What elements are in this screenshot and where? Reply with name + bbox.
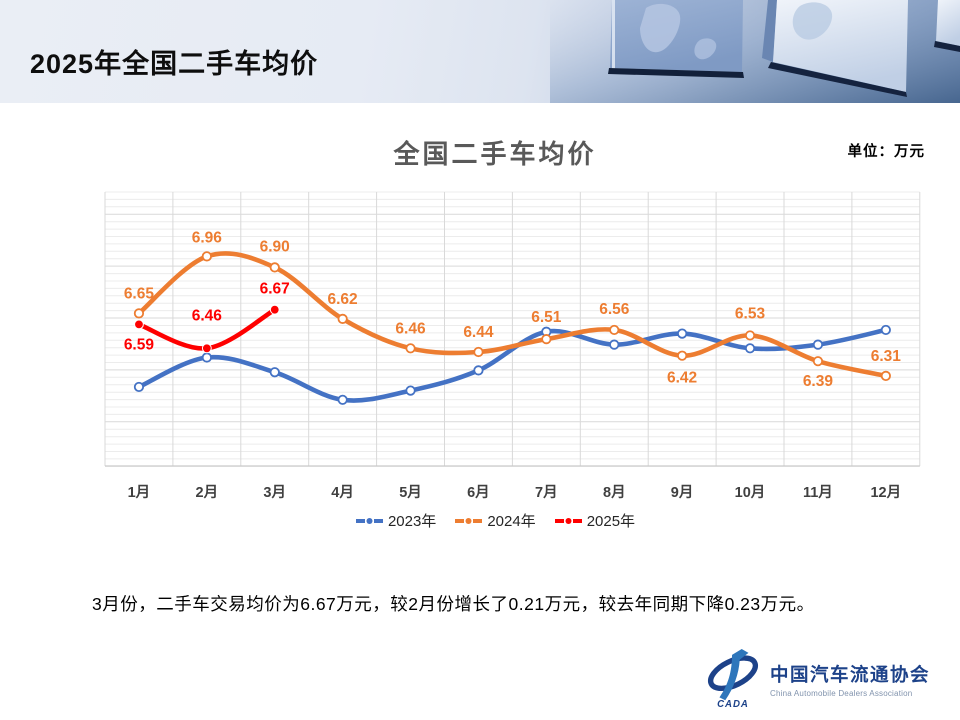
chart-title: 全国二手车均价 <box>393 139 597 169</box>
data-label: 6.59 <box>124 336 155 353</box>
page-title: 2025年全国二手车均价 <box>30 49 319 79</box>
data-point <box>812 339 824 350</box>
logo-name-en: China Automobile Dealers Association <box>770 688 913 698</box>
data-label: 6.90 <box>260 238 290 255</box>
data-point <box>744 330 756 341</box>
emblem-brush <box>719 649 749 701</box>
data-point <box>677 328 688 339</box>
data-point <box>269 304 280 315</box>
x-axis-label: 12月 <box>870 484 901 501</box>
cube-middle <box>762 0 908 97</box>
data-label: 6.46 <box>192 307 223 324</box>
x-axis-label: 3月 <box>263 484 286 501</box>
gridlines <box>104 191 921 467</box>
legend-label: 2024年 <box>487 513 536 530</box>
data-label: 6.39 <box>803 373 834 390</box>
legend-label: 2025年 <box>586 513 636 530</box>
data-label: 6.56 <box>599 301 630 318</box>
legend-label: 2023年 <box>387 513 437 530</box>
data-point <box>201 251 212 262</box>
legend-marker-icon <box>554 517 582 524</box>
series-line-2025: 6.59 6.46 6.67 <box>124 281 290 354</box>
data-label: 6.53 <box>735 305 766 322</box>
legend-item-2025: 2025年 <box>554 510 635 531</box>
data-point <box>744 343 756 354</box>
data-point <box>337 313 348 324</box>
data-point <box>201 343 212 354</box>
data-point <box>405 385 416 396</box>
data-point <box>134 319 144 330</box>
legend-item-2024: 2024年 <box>454 510 536 531</box>
data-point <box>880 324 891 336</box>
legend-marker-icon <box>355 517 383 524</box>
data-point <box>473 346 484 358</box>
logo-text-block: 中国汽车流通协会 China Automobile Dealers Associ… <box>770 661 930 698</box>
x-axis-label: 11月 <box>803 484 833 501</box>
x-axis-label: 1月 <box>128 484 151 501</box>
x-axis-label: 7月 <box>535 484 558 501</box>
cada-emblem-icon: CADA <box>707 649 759 710</box>
data-label: 6.96 <box>192 229 223 246</box>
series-line-2023 <box>133 324 891 405</box>
data-point <box>609 339 620 350</box>
data-label: 6.44 <box>463 324 494 341</box>
chart-legend: 2023年 2024年 2025年 <box>100 510 890 531</box>
data-point <box>337 394 348 405</box>
x-axis-label: 5月 <box>399 484 422 501</box>
data-label: 6.46 <box>395 320 426 337</box>
logo-name-cn: 中国汽车流通协会 <box>770 663 931 685</box>
cube-left <box>608 0 744 78</box>
data-point <box>269 262 280 273</box>
cubes-graphic <box>550 0 960 103</box>
data-label: 6.67 <box>260 281 290 298</box>
x-axis-label: 2月 <box>196 484 219 501</box>
legend-marker-icon <box>455 517 483 524</box>
cube-right <box>934 0 960 52</box>
data-point <box>609 324 620 336</box>
data-point <box>880 370 891 381</box>
data-label: 6.62 <box>328 291 358 308</box>
data-label: 6.31 <box>871 348 902 365</box>
cada-logo: CADA 中国汽车流通协会 China Automobile Dealers A… <box>704 648 930 710</box>
series-line-2024: 6.65 6.96 6.90 6.62 6.46 6.44 6.51 6.56 6.42 6.53… <box>124 229 901 390</box>
data-point <box>269 367 280 378</box>
data-label: 6.51 <box>531 309 562 326</box>
header-banner: 2025年全国二手车均价 <box>0 0 960 103</box>
x-axis-label: 8月 <box>603 484 626 501</box>
logo-abbr: CADA <box>717 699 749 710</box>
data-point <box>201 352 212 363</box>
legend-item-2023: 2023年 <box>355 510 436 531</box>
data-point <box>812 356 824 367</box>
data-point <box>677 350 688 361</box>
data-point <box>541 334 552 345</box>
unit-label: 单位：万元 <box>847 144 925 160</box>
data-label: 6.65 <box>124 285 155 302</box>
data-point <box>473 365 484 376</box>
x-axis-label: 10月 <box>735 484 766 501</box>
line-chart: 6.65 6.96 6.90 6.62 6.46 6.44 6.51 6.56 6.42 6.53… <box>104 191 921 501</box>
summary-text: 3月份，二手车交易均价为6.67万元，较2月份增长了0.21万元，较去年同期下降… <box>92 594 815 614</box>
data-point <box>133 381 145 393</box>
data-point <box>405 343 416 354</box>
x-axis-label: 9月 <box>671 484 694 501</box>
data-label: 6.42 <box>667 370 697 387</box>
x-axis-label: 4月 <box>331 484 354 501</box>
data-point <box>133 308 145 319</box>
x-axis-label: 6月 <box>467 484 490 501</box>
